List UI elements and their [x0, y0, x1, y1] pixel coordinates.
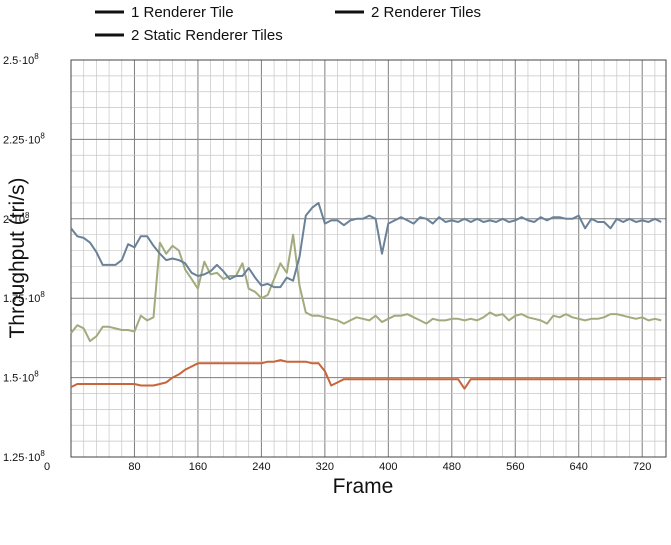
series-layer: [70, 201, 662, 390]
x-axis-label: Frame: [333, 475, 394, 498]
y-tick-label: 1.75·108: [3, 290, 45, 305]
x-tick-label: 720: [633, 461, 651, 473]
x-tick-labels: 0 80 160 240 320 400 480 560 640 720: [44, 461, 651, 473]
x-tick-label: 400: [379, 461, 397, 473]
x-tick-label: 0: [44, 461, 50, 473]
y-tick-label: 2.25·108: [3, 131, 45, 146]
x-tick-label: 480: [443, 461, 461, 473]
x-tick-label: 560: [506, 461, 524, 473]
y-tick-label: 2.5·108: [3, 52, 39, 67]
legend-entry-3: 2 Static Renderer Tiles: [95, 27, 283, 44]
y-tick-label: 1.25·108: [3, 449, 45, 464]
series-line-2: [70, 233, 662, 343]
y-axis-label: Throughput (tri/s): [6, 177, 29, 338]
x-tick-label: 320: [316, 461, 334, 473]
legend-label-1: 1 Renderer Tile: [131, 4, 234, 21]
y-tick-label: 1.5·108: [3, 370, 39, 385]
y-tick-label: 2·108: [3, 211, 30, 226]
series-line-3: [70, 359, 662, 390]
legend: 1 Renderer Tile 2 Renderer Tiles 2 Stati…: [95, 4, 481, 44]
legend-entry-1: 1 Renderer Tile: [95, 4, 234, 21]
x-tick-label: 240: [252, 461, 270, 473]
series-line-1: [70, 201, 662, 289]
x-tick-label: 80: [128, 461, 140, 473]
legend-label-3: 2 Static Renderer Tiles: [131, 27, 283, 44]
legend-label-2: 2 Renderer Tiles: [371, 4, 481, 21]
grid: [70, 59, 666, 458]
plot-frame: [70, 59, 667, 458]
y-tick-labels: 1.25·108 1.5·108 1.75·108 2·108 2.25·108 2.5·…: [3, 52, 45, 464]
x-tick-label: 640: [570, 461, 588, 473]
x-tick-label: 160: [189, 461, 207, 473]
legend-entry-2: 2 Renderer Tiles: [335, 4, 481, 21]
